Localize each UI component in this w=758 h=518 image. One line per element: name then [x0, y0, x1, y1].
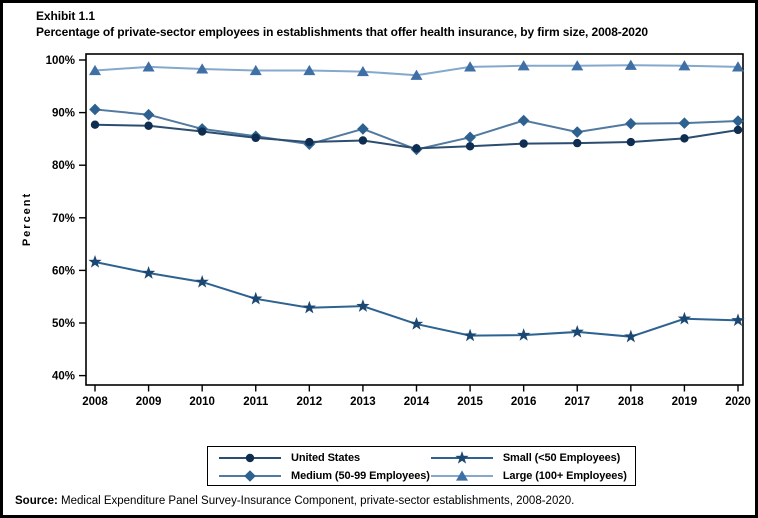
data-point	[89, 103, 101, 116]
data-point	[251, 133, 260, 143]
y-tick-label: 70%	[52, 213, 75, 225]
data-point	[517, 114, 530, 127]
series-star	[88, 254, 745, 343]
legend-label-small: Small (<50 Employees)	[502, 452, 621, 464]
data-point	[731, 61, 744, 72]
data-point	[197, 127, 207, 136]
data-point	[88, 254, 102, 268]
data-point	[732, 115, 744, 127]
chart-title: Percentage of private-sector employees i…	[36, 25, 648, 39]
data-point	[517, 328, 531, 341]
data-point	[357, 123, 369, 135]
legend-item-small: Small (<50 Employees)	[430, 449, 629, 467]
legend-label-large: Large (100+ Employees)	[502, 470, 627, 482]
series-triangle	[89, 59, 744, 80]
data-point	[573, 138, 582, 148]
data-point	[733, 125, 743, 135]
data-point	[144, 121, 153, 130]
x-tick-label: 2014	[404, 396, 430, 408]
x-tick-label: 2018	[618, 396, 644, 408]
small-line-marker-icon	[430, 451, 493, 464]
triangle-marker	[455, 470, 468, 481]
plot-border	[85, 53, 744, 386]
line-chart-svg: 100% 90% 80% 70% 60% 50% 40% 2008 2009 2010 2011 20…	[21, 53, 751, 408]
diamond-marker	[244, 470, 256, 482]
large-line-marker-icon	[430, 470, 493, 481]
y-tick-label: 60%	[52, 265, 75, 277]
y-tick-label: 40%	[52, 371, 75, 383]
series-circle	[90, 120, 743, 153]
x-tick-label: 2010	[189, 396, 215, 408]
legend-item-united-states: United States	[218, 449, 430, 467]
data-point	[142, 108, 155, 121]
data-point	[305, 137, 314, 147]
source-label: Source:	[15, 495, 58, 507]
data-point	[571, 126, 584, 138]
data-point	[624, 329, 638, 343]
data-point	[196, 63, 209, 74]
data-point	[680, 134, 689, 143]
data-point	[302, 300, 316, 314]
data-point	[625, 117, 637, 130]
data-point	[358, 136, 368, 145]
data-point	[731, 313, 745, 327]
data-point	[249, 64, 262, 76]
data-point	[303, 64, 316, 76]
data-point	[626, 137, 636, 147]
data-point	[571, 60, 584, 71]
legend-item-medium: Medium (50-99 Employees)	[218, 467, 430, 485]
data-point	[141, 266, 156, 279]
x-tick-label: 2015	[457, 396, 483, 408]
data-point	[195, 274, 209, 288]
source-text: Medical Expenditure Panel Survey-Insuran…	[57, 495, 575, 507]
x-tick-label: 2019	[672, 396, 698, 408]
data-point	[89, 64, 101, 76]
data-point	[517, 60, 530, 71]
y-tick-label: 90%	[52, 108, 75, 120]
x-tick-label: 2008	[82, 396, 108, 408]
y-axis-title: Percent	[21, 192, 33, 246]
data-point	[678, 60, 691, 71]
x-tick-label: 2011	[243, 396, 269, 408]
x-tick-label: 2020	[725, 396, 751, 408]
x-tick-label: 2009	[136, 396, 162, 408]
medium-line-marker-icon	[219, 470, 281, 482]
legend-label-united-states: United States	[291, 452, 360, 464]
data-point	[90, 120, 100, 129]
data-point	[464, 61, 477, 72]
data-point	[464, 131, 476, 144]
x-tick-label: 2016	[511, 396, 537, 408]
circle-marker	[245, 453, 255, 463]
title-block: Exhibit 1.1 Percentage of private-sector…	[36, 8, 648, 40]
y-tick-label: 100%	[46, 55, 75, 67]
data-point	[356, 299, 370, 312]
data-point	[463, 328, 477, 342]
data-point	[678, 117, 691, 129]
united-states-line-marker-icon	[219, 453, 281, 463]
source-note: Source: Medical Expenditure Panel Survey…	[15, 495, 574, 507]
data-point	[249, 291, 263, 305]
star-marker	[455, 451, 469, 464]
data-point	[677, 311, 692, 325]
data-point	[409, 317, 424, 330]
data-point	[142, 61, 155, 72]
legend-box: United States Medium (50-99 Employees) S…	[207, 446, 636, 486]
y-tick-label: 80%	[52, 160, 75, 172]
data-point	[410, 69, 423, 80]
exhibit-label: Exhibit 1.1	[36, 9, 95, 23]
data-point	[412, 144, 421, 153]
legend-label-medium: Medium (50-99 Employees)	[291, 470, 430, 482]
data-point	[465, 142, 475, 151]
y-tick-label: 50%	[52, 318, 75, 330]
x-tick-label: 2012	[297, 396, 323, 408]
data-point	[519, 139, 528, 148]
data-point	[624, 59, 637, 70]
x-tick-label: 2017	[564, 396, 590, 408]
data-point	[356, 65, 369, 77]
legend-item-large: Large (100+ Employees)	[430, 467, 629, 485]
x-tick-label: 2013	[350, 396, 376, 408]
data-point	[570, 324, 584, 338]
